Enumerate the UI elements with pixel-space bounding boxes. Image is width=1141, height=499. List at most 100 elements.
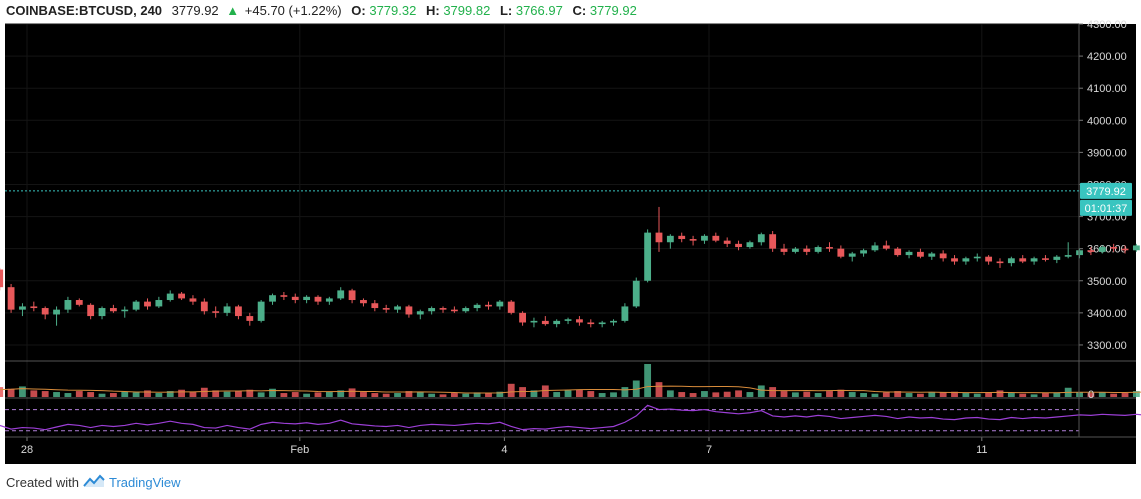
candle-body [155,300,163,307]
candle-body [473,304,481,309]
volume-bar [689,393,697,397]
price-tick-label: 4000.00 [1087,115,1127,127]
candle-body [541,320,549,325]
candle-body [519,312,526,323]
volume-bar [553,392,561,397]
high-value: 3799.82 [443,3,490,18]
volume-bar [905,393,913,397]
candle-body [576,319,583,323]
volume-axis-zero-label: 0 [1088,389,1094,401]
candle-body [780,248,788,252]
volume-bar [837,389,845,397]
volume-bar [1132,391,1140,397]
candle-body [53,309,60,315]
candle-body [462,308,470,312]
volume-layer [0,364,1141,397]
volume-bar [541,385,549,397]
candle-body [985,256,993,262]
volume-bar [1098,392,1106,397]
volume-bar [848,392,856,397]
candle-body [917,251,924,257]
candle-body [598,322,606,325]
volume-bar [530,390,538,397]
candle-body [894,248,902,256]
volume-ma-line [0,385,1141,394]
candle-body [485,304,492,307]
candle-body [1030,258,1038,262]
volume-bar [53,392,60,397]
volume-bar [41,391,49,397]
candle-body [439,308,447,310]
candle-body [610,320,617,323]
candle-body [848,253,856,257]
volume-bar [939,392,947,397]
price-tick-label: 3600.00 [1087,244,1127,256]
volume-bar [678,392,686,397]
volume-bar [814,393,822,397]
candle-body [803,248,811,252]
volume-bar [871,393,879,397]
candle-body [416,311,424,315]
candle-body [257,301,265,321]
volume-bar [985,392,993,397]
candle-body [269,295,276,302]
candle-body [928,253,936,257]
current-price-tag-text: 3779.92 [1086,186,1126,198]
candle-body [1064,255,1072,257]
time-tick-label: 11 [976,444,987,456]
volume-bar [917,393,924,397]
created-with-label: Created with [6,474,79,490]
tradingview-link[interactable]: TradingView [108,474,181,490]
volume-bar [87,392,95,397]
candle-body [973,256,981,259]
candle-body [632,280,640,307]
volume-bar [405,391,413,397]
volume-bar [30,390,38,397]
candle-body [394,306,401,310]
volume-bar [485,393,492,397]
volume-bar [791,392,799,397]
symbol-label: COINBASE:BTCUSD, 240 [6,3,162,18]
candle-body [121,309,129,312]
up-arrow-icon: ▲ [226,3,239,18]
volume-bar [325,391,333,397]
header-background [0,0,1141,24]
volume-bar [75,391,83,397]
candle-body [791,248,799,252]
volume-bar [416,392,424,397]
candles-layer [0,206,1140,328]
volume-bar [439,394,447,397]
candle-body [996,261,1004,264]
countdown-tag-text: 01:01:37 [1085,203,1128,215]
volume-bar [826,391,833,397]
candle-body [507,301,515,313]
volume-bar [928,392,936,397]
candle-body [246,316,254,321]
volume-bar [291,392,299,397]
candle-body [64,300,72,310]
candle-body [951,258,958,262]
volume-bar [257,392,265,397]
candle-body [587,322,595,325]
candle-body [712,235,720,241]
price-tick-label: 3300.00 [1087,340,1127,352]
volume-bar [701,391,708,397]
candle-body [178,293,185,299]
candle-body [109,308,117,312]
volume-bar [496,391,504,397]
volume-bar [860,393,867,397]
candle-body [87,304,95,317]
candle-body [530,320,538,323]
candle-body [325,298,333,302]
candle-body [1098,247,1106,252]
time-axis[interactable]: 28Feb471114182125Mar47 [21,437,1141,456]
volume-bar [64,393,72,397]
volume-bar [973,393,981,397]
tradingview-logo-icon[interactable] [83,474,105,491]
footer: Created with TradingView [6,472,181,492]
candle-body [303,296,311,301]
volume-bar [621,387,629,397]
countdown-tag [1080,199,1132,216]
